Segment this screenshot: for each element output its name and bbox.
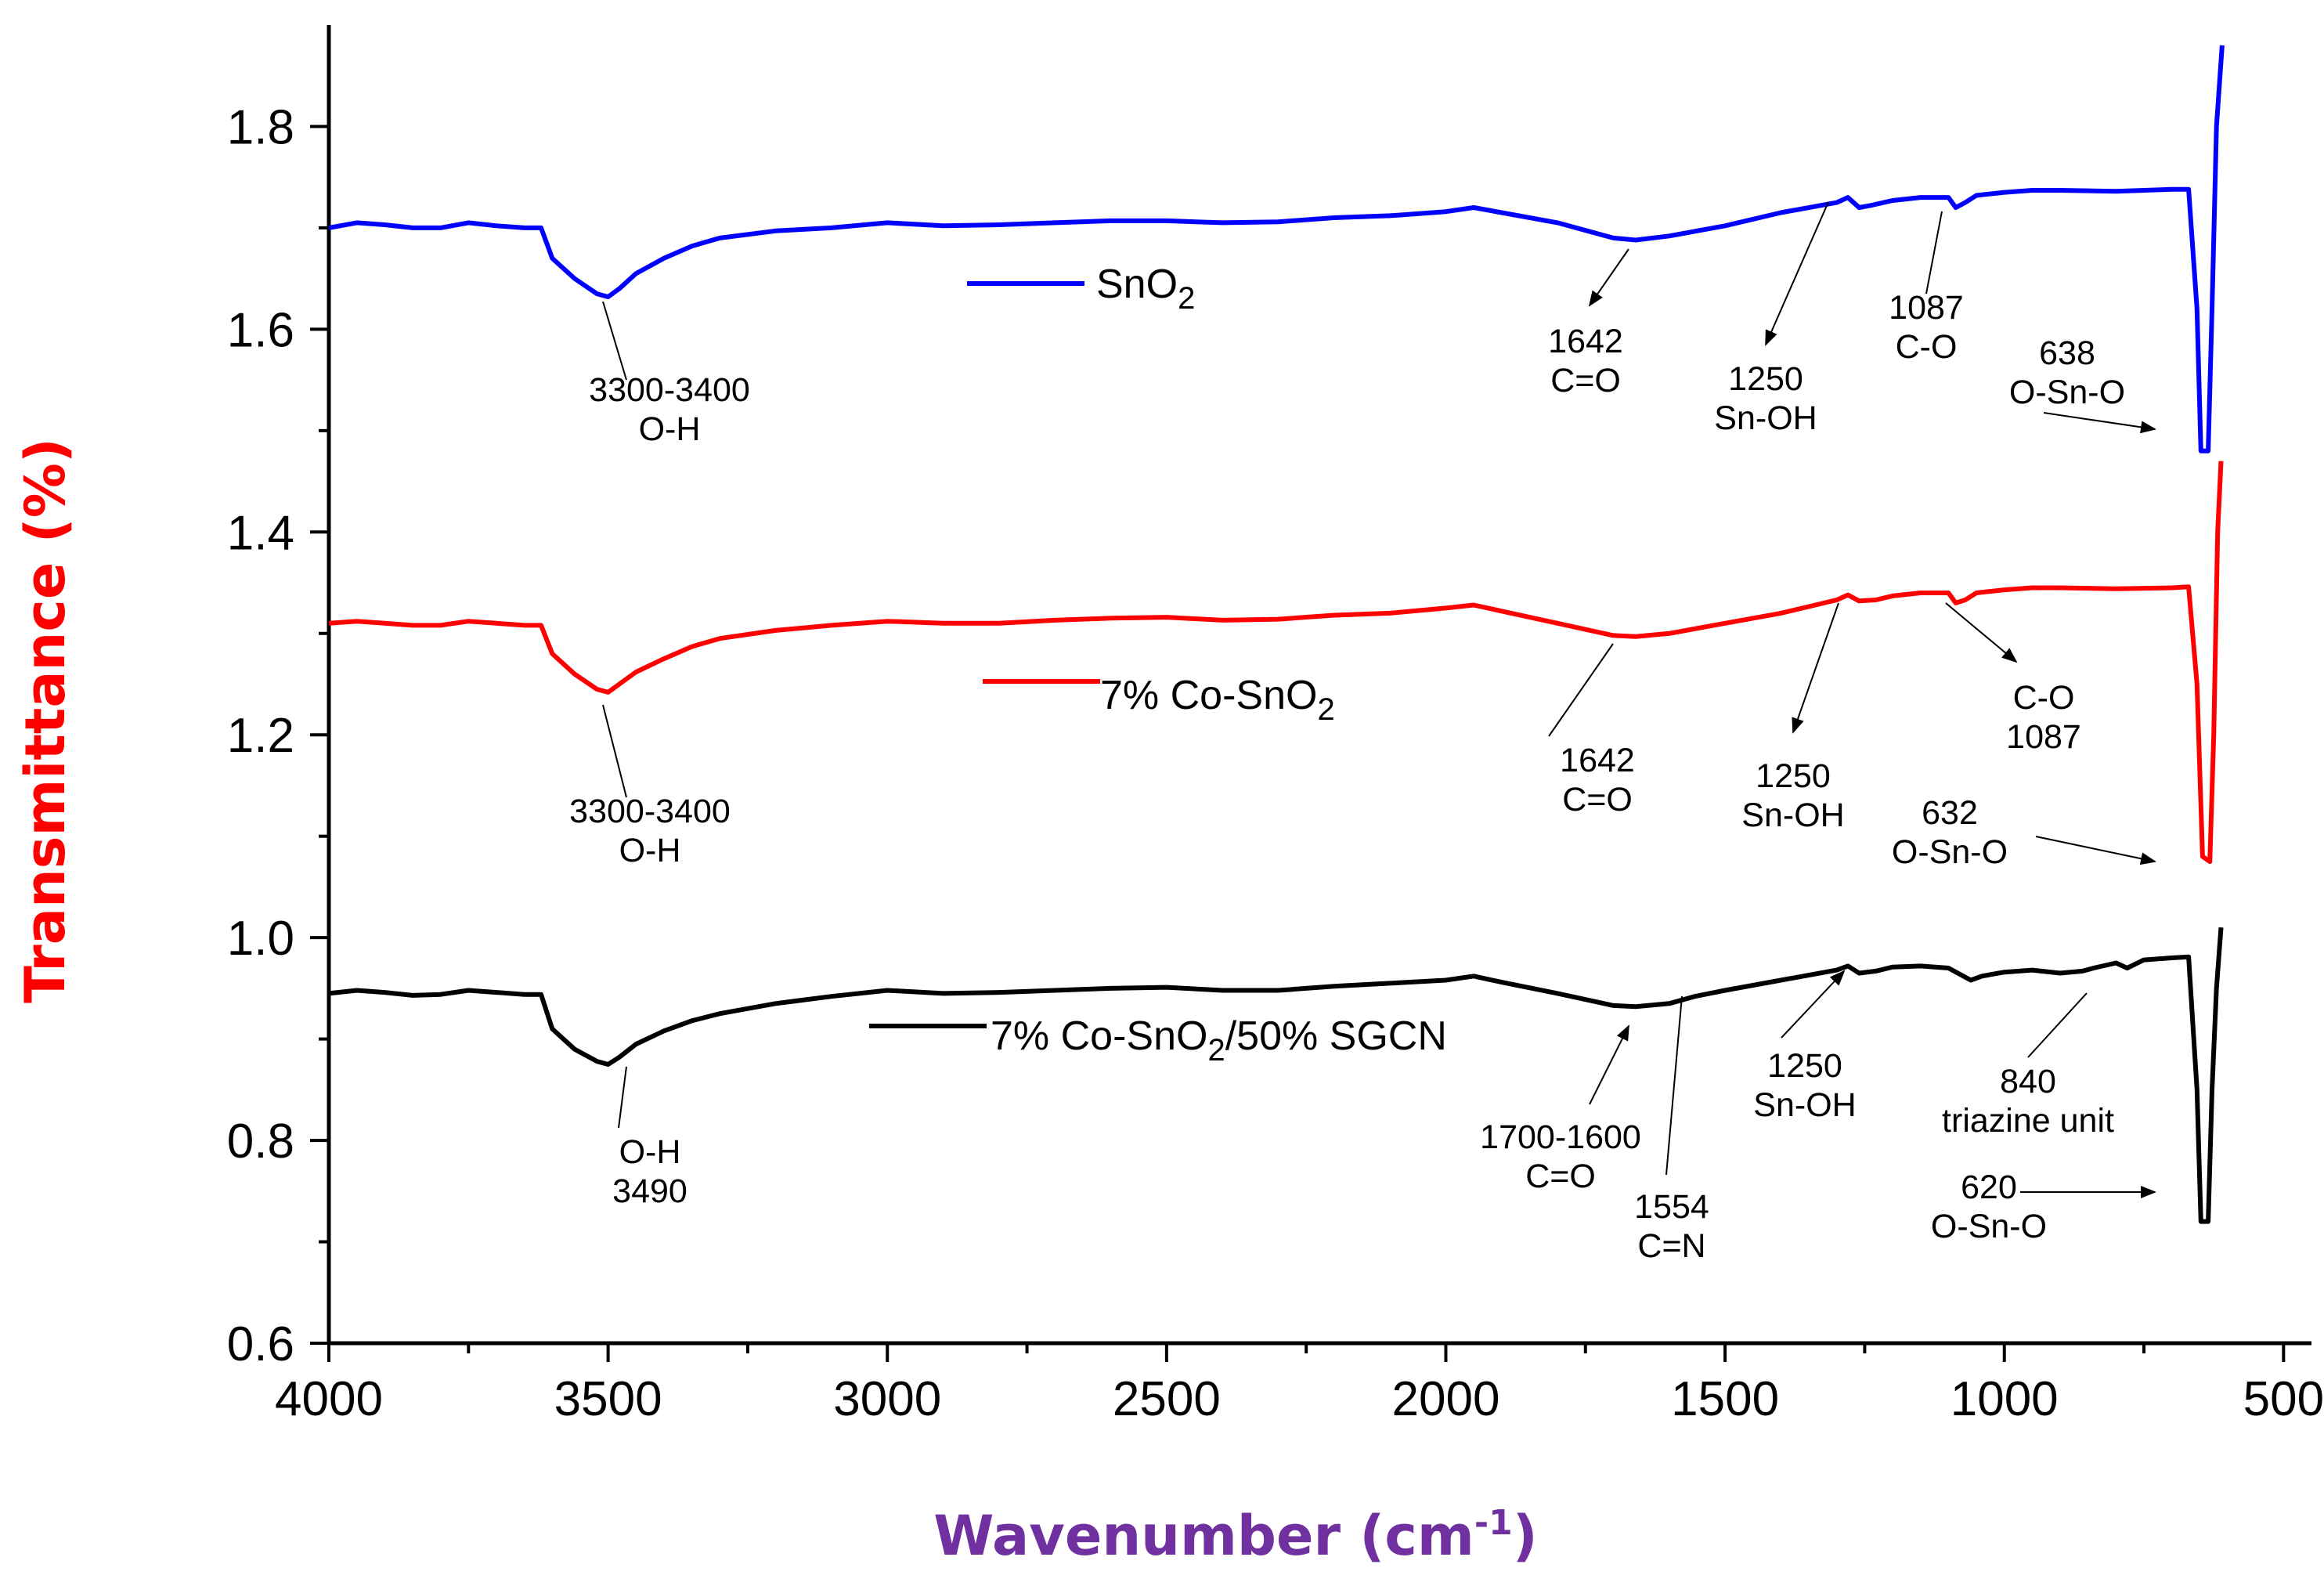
annotation-arrow xyxy=(1548,643,1614,737)
annotation-label: 1250 xyxy=(1767,1047,1842,1085)
x-axis-label-sup: -1 xyxy=(1474,1503,1513,1543)
legend: SnO2 7% Co-SnO2 7% Co-SnO2/50% SGCN xyxy=(869,262,1447,1068)
annotation-label: triazine unit xyxy=(1942,1102,2114,1140)
annotation-arrow xyxy=(2035,836,2156,865)
annotation-label: Sn-OH xyxy=(1753,1086,1856,1124)
annotation-arrow xyxy=(1781,970,1846,1039)
annotation-label: O-H xyxy=(639,410,701,448)
annotation-label: 3300-3400 xyxy=(589,371,750,409)
series-layer xyxy=(328,45,2225,1224)
x-tick-label: 500 xyxy=(2243,1372,2324,1426)
annotation-label: 840 xyxy=(2000,1063,2056,1100)
legend-label-0: SnO2 xyxy=(1096,262,1195,316)
annotation-label: 1642 xyxy=(1548,323,1623,360)
annotation-arrow xyxy=(2043,412,2156,434)
annotation-label: 1087 xyxy=(2006,718,2081,756)
annotation-label: 632 xyxy=(1922,794,1978,832)
annotation-label: C=O xyxy=(1562,781,1633,818)
annotation-arrow xyxy=(1765,201,1829,346)
annotation-label: C=O xyxy=(1525,1158,1596,1195)
series-line-2 xyxy=(328,927,2224,1224)
y-tick-label: 1.2 xyxy=(227,709,294,763)
x-axis-label: Wavenumber (cm-1) xyxy=(933,1503,1537,1568)
annotation-arrow xyxy=(602,704,627,798)
annotation-label: O-Sn-O xyxy=(1931,1208,2047,1245)
legend-label-1: 7% Co-SnO2 xyxy=(1100,673,1335,727)
annotation-arrow xyxy=(1925,211,1943,294)
annotation-label: C=O xyxy=(1550,362,1621,399)
annotation-label: 3490 xyxy=(612,1172,687,1210)
annotation-arrow xyxy=(2027,992,2088,1058)
x-tick-label: 3500 xyxy=(554,1372,662,1426)
annotation-label: O-Sn-O xyxy=(1892,833,2008,871)
x-tick-label: 1500 xyxy=(1671,1372,1779,1426)
annotation-label: O-H xyxy=(619,1133,681,1171)
annotation-arrow xyxy=(618,1066,627,1129)
x-tick-label: 2500 xyxy=(1113,1372,1221,1426)
annotation-label: 1700-1600 xyxy=(1480,1118,1641,1156)
y-tick-label: 1.6 xyxy=(227,303,294,357)
annotation-label: Sn-OH xyxy=(1741,797,1844,834)
x-tick-label: 4000 xyxy=(275,1372,383,1426)
annotation-arrow xyxy=(1589,1024,1629,1105)
y-axis-label: Transmittance (%) xyxy=(13,438,78,1003)
x-axis-label-close: ) xyxy=(1513,1504,1538,1568)
series-line-0 xyxy=(328,45,2225,453)
annotation-arrow xyxy=(1588,248,1629,307)
y-tick-label: 1.8 xyxy=(227,100,294,154)
series-line-1 xyxy=(328,461,2224,865)
annotation-label: Sn-OH xyxy=(1714,399,1817,437)
legend-label-2: 7% Co-SnO2/50% SGCN xyxy=(991,1013,1447,1068)
annotation-label: 638 xyxy=(2039,334,2095,372)
axes: 4000 3500 3000 2500 2000 1500 1000 500 0.6 0.8 1.0… xyxy=(227,25,2324,1426)
x-tick-label: 2000 xyxy=(1392,1372,1500,1426)
y-tick-label: 1.4 xyxy=(227,506,294,560)
annotation-label: 3300-3400 xyxy=(569,793,731,830)
x-axis-label-main: Wavenumber (cm xyxy=(933,1504,1474,1568)
annotation-arrow xyxy=(1792,602,1839,734)
x-tick-label: 3000 xyxy=(833,1372,941,1426)
annotation-label: C=N xyxy=(1637,1227,1705,1265)
annotation-label: 1087 xyxy=(1889,289,1964,327)
annotation-label: O-H xyxy=(619,832,681,869)
annotation-label: C-O xyxy=(2013,679,2075,717)
x-tick-label: 1000 xyxy=(1951,1372,2059,1426)
annotation-label: 1250 xyxy=(1728,360,1803,398)
annotation-label: 1554 xyxy=(1634,1188,1709,1226)
annotation-label: C-O xyxy=(1896,328,1958,366)
annotation-label: 1642 xyxy=(1560,742,1635,779)
y-tick-label: 0.6 xyxy=(227,1317,294,1371)
annotation-arrow xyxy=(1945,602,2018,663)
annotation-label: 1250 xyxy=(1756,757,1831,795)
y-tick-label: 1.0 xyxy=(227,912,294,966)
annotation-arrow xyxy=(1665,995,1683,1176)
y-tick-label: 0.8 xyxy=(227,1115,294,1169)
annotation-label: 620 xyxy=(1961,1169,2017,1206)
annotation-label: O-Sn-O xyxy=(2009,374,2125,411)
annotation-arrow xyxy=(602,301,627,381)
